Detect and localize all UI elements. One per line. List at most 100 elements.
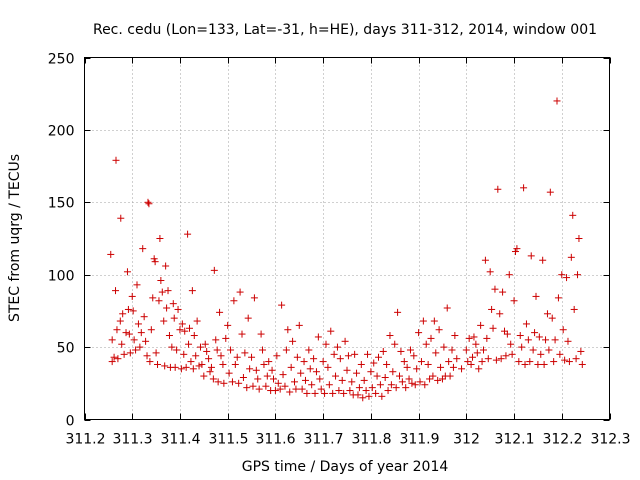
data-point [227,346,235,354]
data-point [174,305,182,313]
data-point [151,258,159,266]
data-point [516,332,524,340]
data-point [430,317,438,325]
data-point [207,363,215,371]
data-point [540,360,548,368]
data-point [132,346,140,354]
data-point [367,368,375,376]
data-point [398,378,406,386]
data-point [567,253,575,261]
data-point [346,387,354,395]
y-tick-label: 200 [48,124,75,140]
data-point [137,329,145,337]
data-point [478,358,486,366]
data-point [262,382,270,390]
data-point [321,389,329,397]
data-point [526,358,534,366]
data-point [310,355,318,363]
data-point [335,387,343,395]
data-point [213,346,221,354]
data-point [365,392,373,400]
grid-lines [84,57,610,420]
data-point [156,235,164,242]
data-point [123,268,131,276]
data-point [338,376,346,384]
data-point [122,329,130,337]
data-point [427,334,435,342]
data-point [563,274,571,282]
data-point [195,362,203,370]
data-point [421,381,429,389]
data-point [432,349,440,357]
data-point [274,379,282,387]
data-point [155,297,163,305]
data-point [236,288,244,296]
x-tick-label: 311.7 [303,432,343,448]
x-axis-title: GPS time / Days of year 2014 [242,459,449,475]
data-point [564,337,572,345]
data-point [577,347,585,355]
data-point [150,255,158,263]
data-point [118,340,126,348]
data-point [160,317,168,325]
data-point [147,326,155,334]
data-point [340,389,348,397]
data-point [157,276,165,284]
data-point [488,305,496,313]
data-point [472,340,480,348]
data-point [535,333,543,341]
data-point [392,384,400,392]
x-tick-label: 311.5 [208,432,248,448]
data-point [182,363,190,371]
data-point [169,300,177,308]
data-point [190,332,198,340]
data-point [545,346,553,354]
data-point [203,347,211,355]
data-point [255,385,263,393]
data-point [136,343,144,351]
x-tick-label: 311.3 [112,432,152,448]
data-point [273,352,281,360]
data-point [357,360,365,368]
data-point [553,97,561,105]
data-point [303,389,311,397]
data-point [297,369,305,377]
data-point [312,368,320,376]
data-point [281,382,289,390]
data-point [558,271,566,279]
data-point [243,384,251,392]
plot-frame [84,57,610,420]
data-point [551,336,559,344]
data-point [403,363,411,371]
data-point [387,381,395,389]
data-point [522,320,530,328]
data-point [248,353,256,361]
data-point [417,358,425,366]
data-point [384,387,392,395]
chart-title: Rec. cedu (Lon=133, Lat=-31, h=HE), days… [93,22,597,38]
data-point [397,347,405,355]
data-point [513,245,521,253]
data-point [107,250,115,258]
data-point [324,363,332,371]
x-tick-labels: 311.2 311.3 311.4 311.5 311.6 311.7 311.8 311.9… [65,432,630,448]
data-point [143,352,151,360]
data-point [222,334,230,342]
data-points [107,97,586,402]
data-point [360,376,368,384]
data-point [196,343,204,351]
data-point [464,358,472,366]
y-tick-label: 50 [57,341,75,357]
data-point [483,334,491,342]
data-point [244,314,252,322]
data-point [575,235,583,242]
data-point [510,297,518,305]
data-point [569,211,577,219]
data-point [408,379,416,387]
data-point [411,381,419,389]
data-point [271,387,279,395]
data-point [139,245,147,253]
data-point [477,321,485,329]
data-point [265,358,273,366]
data-point [344,352,352,360]
